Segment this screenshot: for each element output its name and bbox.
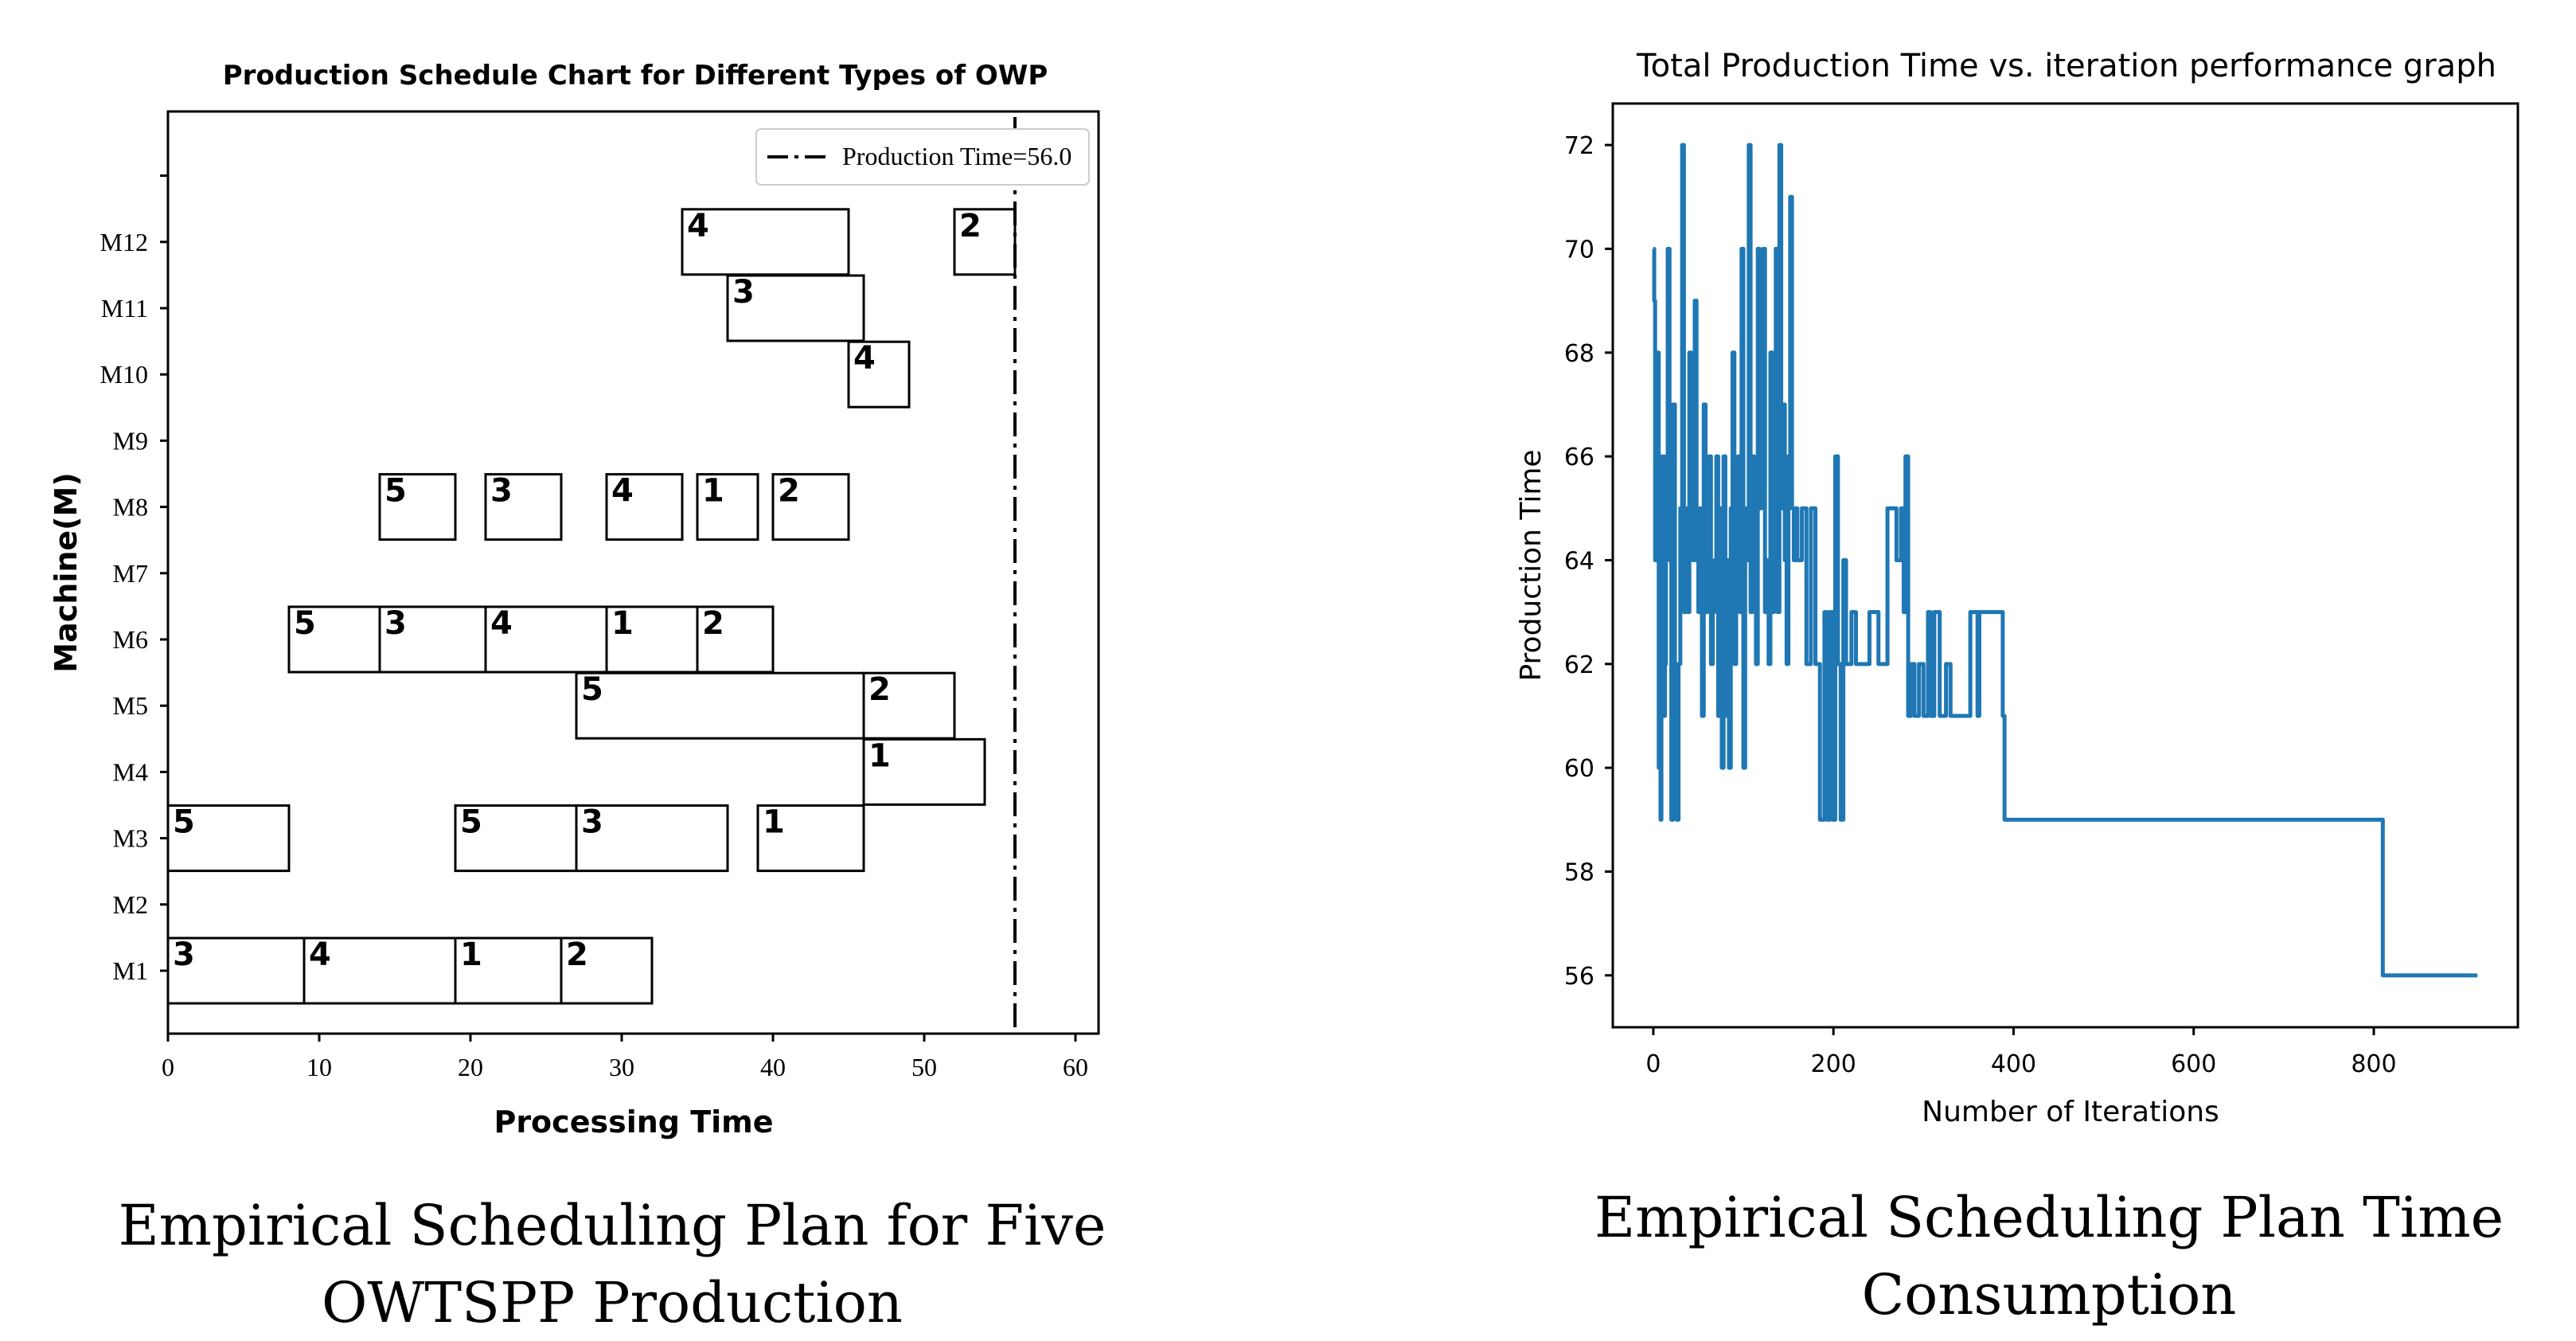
gantt-title: Production Schedule Chart for Different … [223, 60, 1048, 92]
x-tick-label: 50 [911, 1053, 937, 1081]
task-label: 1 [611, 605, 634, 642]
y-tick-label: M1 [113, 956, 148, 985]
task-bar [953, 208, 1017, 276]
x-tick-label: 0 [162, 1053, 174, 1081]
task-label: 3 [732, 274, 755, 311]
y-tick-label: 70 [1564, 236, 1594, 264]
y-tick-label: M5 [113, 691, 148, 720]
gantt-x-label: Processing Time [494, 1104, 773, 1140]
x-tick-label: 200 [1811, 1050, 1856, 1078]
task-bar [862, 671, 956, 740]
task-label: 4 [490, 605, 513, 642]
task-label: 3 [490, 473, 513, 510]
task-label: 1 [763, 804, 785, 841]
task-bar [756, 804, 865, 873]
legend-box [755, 128, 1090, 186]
y-tick-label: M8 [113, 493, 148, 522]
x-tick-label: 30 [609, 1053, 634, 1081]
line-y-label: Production Time [1515, 449, 1548, 681]
task-label: 4 [687, 208, 709, 244]
x-tick-label: 800 [2351, 1050, 2396, 1078]
task-label: 1 [868, 737, 891, 774]
task-bar [696, 473, 759, 541]
task-label: 5 [460, 804, 482, 841]
y-tick-label: M12 [100, 228, 148, 256]
x-tick-label: 0 [1645, 1050, 1661, 1078]
gantt-caption-line1: Empirical Scheduling Plan for Five [119, 1193, 1107, 1258]
y-tick-label: 56 [1564, 963, 1594, 991]
gantt-chart: Production Schedule Chart for Different … [49, 60, 1106, 1335]
gantt-caption-line2: OWTSPP Production [322, 1270, 903, 1335]
gantt-plot-frame [166, 110, 1100, 1035]
task-bar [605, 473, 684, 541]
x-tick-label: 60 [1063, 1053, 1088, 1081]
x-tick-label: 600 [2171, 1050, 2216, 1078]
task-label: 1 [702, 473, 724, 510]
gantt-y-axis: M1 M2 M3 M4 M5 M6 M7 M8 M9 M10 M11 M12 [100, 174, 168, 985]
gantt-legend: Production Time=56.0 [755, 128, 1090, 186]
task-label: 4 [853, 340, 876, 377]
y-tick-label: M9 [113, 426, 148, 455]
task-label: 3 [581, 804, 603, 841]
task-bar [681, 208, 850, 276]
line-x-label: Number of Iterations [1922, 1096, 2219, 1128]
y-tick-label: 64 [1564, 547, 1594, 575]
task-label: 5 [294, 605, 316, 642]
task-label: 2 [702, 605, 724, 642]
task-bar [575, 804, 729, 873]
line-caption-line1: Empirical Scheduling Plan Time [1594, 1185, 2504, 1250]
line-chart: Total Production Time vs. iteration perf… [1515, 48, 2519, 1327]
x-tick-label: 40 [760, 1053, 786, 1081]
task-label: 3 [384, 605, 407, 642]
production-time-series [1652, 143, 2478, 978]
task-label: 2 [778, 473, 800, 510]
line-plot-frame [1611, 102, 2519, 1029]
y-tick-label: 58 [1564, 858, 1594, 886]
task-bar [771, 473, 850, 541]
task-label: 2 [566, 936, 588, 973]
gantt-y-label: Machine(M) [49, 472, 84, 672]
task-bar [560, 936, 654, 1005]
legend-label: Production Time=56.0 [842, 142, 1071, 170]
y-tick-label: M6 [113, 625, 148, 654]
y-tick-label: M4 [113, 757, 148, 786]
task-label: 2 [868, 671, 891, 708]
y-tick-label: M11 [101, 294, 148, 323]
y-tick-label: M7 [113, 559, 148, 588]
task-label: 4 [611, 473, 634, 510]
line-title: Total Production Time vs. iteration perf… [1636, 48, 2496, 84]
y-tick-label: 68 [1564, 340, 1594, 368]
task-label: 1 [460, 936, 482, 973]
y-tick-label: M10 [100, 360, 148, 389]
line-caption-line2: Consumption [1862, 1262, 2237, 1327]
line-x-axis: 0 200 400 600 800 [1645, 1027, 2397, 1078]
task-bar [575, 671, 865, 740]
gantt-x-axis: 0 10 20 30 40 50 60 [162, 1034, 1088, 1081]
y-tick-label: 66 [1564, 444, 1594, 471]
task-bar [847, 340, 911, 409]
y-tick-label: 72 [1564, 132, 1594, 160]
task-label: 2 [959, 208, 982, 244]
y-tick-label: M2 [113, 890, 148, 919]
task-label: 3 [173, 936, 195, 973]
task-bar [696, 605, 775, 674]
task-label: 5 [384, 473, 407, 510]
y-tick-label: M3 [113, 824, 148, 853]
task-bar [484, 473, 563, 541]
x-tick-label: 20 [458, 1053, 483, 1081]
x-tick-label: 10 [306, 1053, 332, 1081]
y-tick-label: 60 [1564, 755, 1594, 783]
task-label: 5 [581, 671, 603, 708]
x-tick-label: 400 [1991, 1050, 2036, 1078]
task-label: 4 [309, 936, 331, 973]
y-tick-label: 62 [1564, 651, 1594, 679]
task-label: 5 [173, 804, 195, 841]
line-y-axis: 56 58 60 62 64 66 68 70 72 [1564, 132, 1613, 991]
task-bar [378, 473, 457, 541]
